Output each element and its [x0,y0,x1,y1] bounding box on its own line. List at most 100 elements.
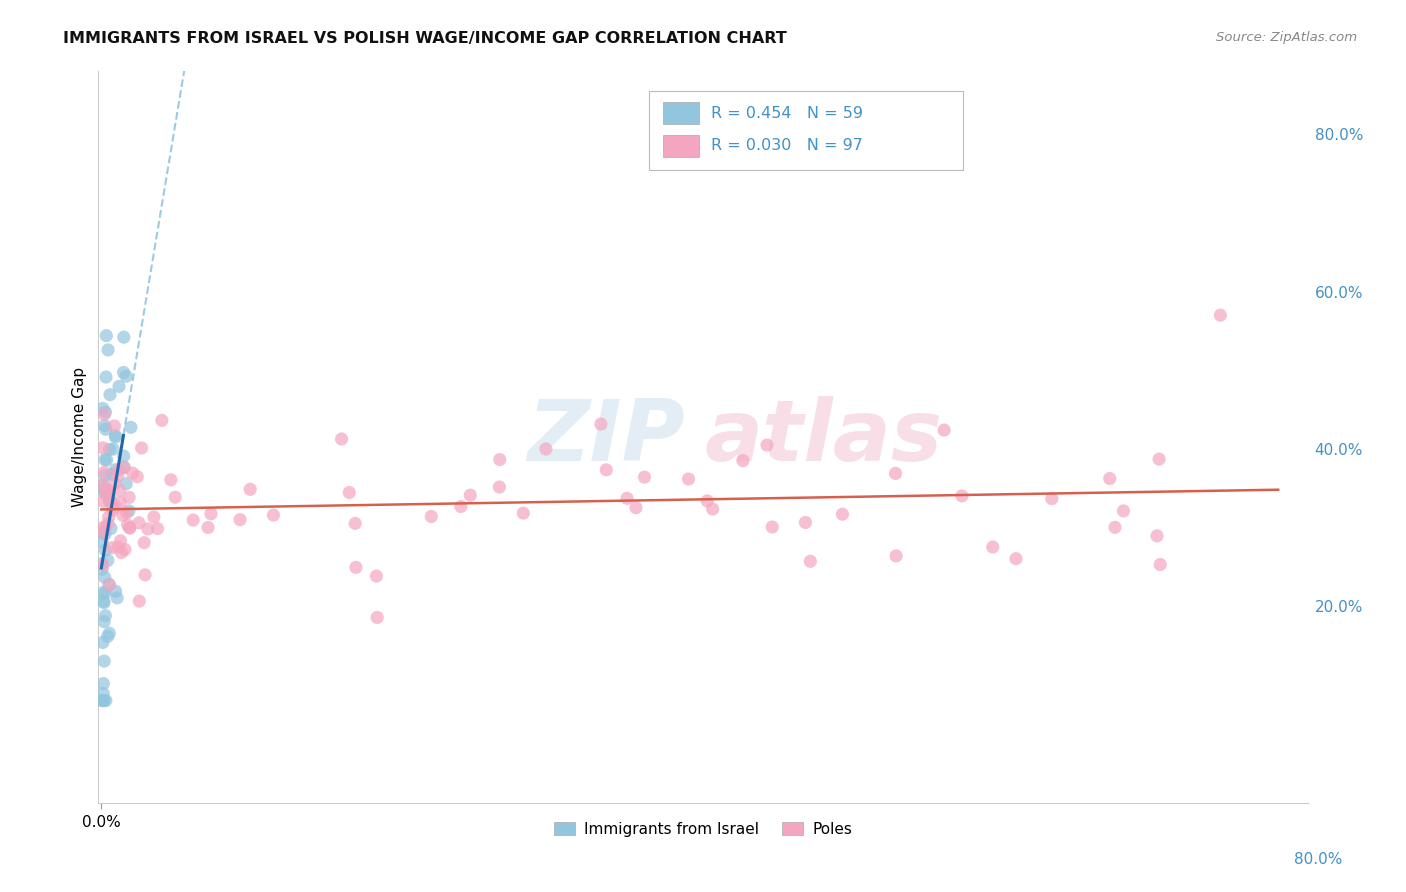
Point [950,489,973,503]
Point [678,472,700,486]
Point [93,465,115,479]
Point [91,525,114,540]
Point [1209,308,1232,322]
Point [97,493,120,508]
Point [93,654,115,668]
Point [794,516,817,530]
Point [97,516,120,531]
Point [101,442,124,456]
Point [136,522,159,536]
Point [94,570,117,584]
Point [96,483,118,498]
Point [91,686,114,700]
Point [94,693,117,707]
Point [104,428,127,442]
Point [96,328,118,343]
Point [731,453,754,467]
Point [884,549,907,563]
Point [91,557,114,571]
Point [110,533,132,548]
Point [696,493,718,508]
Point [112,460,135,475]
Point [108,483,131,498]
Point [1149,558,1171,572]
Point [94,422,117,436]
Point [112,449,135,463]
Point [104,476,127,491]
Point [104,463,127,477]
Point [702,502,724,516]
Point [1112,504,1135,518]
Point [98,495,121,509]
Point [128,516,150,530]
Point [103,419,125,434]
Point [756,438,779,452]
Point [799,554,821,568]
Point [115,476,138,491]
Point [94,527,117,541]
Point [93,676,115,690]
Point [146,522,169,536]
Point [94,485,117,500]
Point [98,578,121,592]
Text: IMMIGRANTS FROM ISRAEL VS POLISH WAGE/INCOME GAP CORRELATION CHART: IMMIGRANTS FROM ISRAEL VS POLISH WAGE/IN… [63,31,787,46]
Point [94,543,117,558]
Point [91,635,114,649]
Text: ZIP: ZIP [527,395,685,479]
Text: R = 0.030   N = 97: R = 0.030 N = 97 [711,138,863,153]
Point [488,452,510,467]
Point [330,432,353,446]
Legend: Immigrants from Israel, Poles: Immigrants from Israel, Poles [547,815,859,843]
Point [616,491,638,506]
Point [94,468,117,483]
Point [93,596,115,610]
Point [94,370,117,384]
Text: 80.0%: 80.0% [1295,852,1343,867]
Point [118,521,141,535]
Point [94,452,117,467]
Point [91,401,114,416]
Point [128,594,150,608]
Point [366,610,388,624]
Point [91,441,114,455]
Point [337,485,360,500]
Point [344,516,367,531]
Point [91,693,114,707]
Point [1146,529,1168,543]
Point [100,521,122,535]
Point [107,463,129,477]
Point [97,630,120,644]
Point [200,507,222,521]
Point [93,615,115,629]
Point [115,506,138,520]
Point [181,513,204,527]
Point [91,693,114,707]
Point [884,467,907,481]
Point [94,405,117,419]
Point [117,517,139,532]
Point [114,542,136,557]
Point [512,506,534,520]
Point [112,460,135,475]
Point [93,594,115,608]
Point [118,521,141,535]
Point [1098,471,1121,485]
Point [93,525,115,540]
Point [94,487,117,501]
Point [93,483,115,497]
Point [120,420,142,434]
Point [831,507,853,521]
Point [94,521,117,535]
Point [96,453,118,467]
Point [104,584,127,599]
Point [981,540,1004,554]
Point [94,608,117,623]
Point [118,491,141,505]
Point [97,577,120,591]
Point [93,418,115,433]
Point [104,430,127,444]
Point [932,423,955,437]
Point [97,510,120,524]
Point [344,560,367,574]
Point [107,540,129,554]
